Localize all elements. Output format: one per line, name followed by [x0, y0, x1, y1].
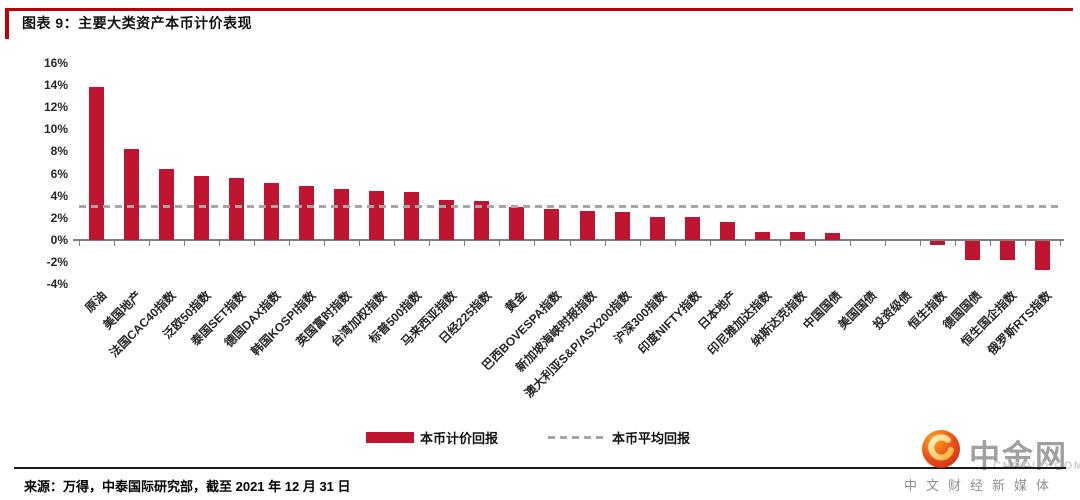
x-axis-tick: [744, 241, 746, 246]
x-axis-tick: [289, 241, 291, 246]
x-axis-tick: [324, 241, 326, 246]
bar: [614, 212, 630, 240]
bar: [789, 232, 805, 240]
legend-bar-label: 本币计价回报: [420, 430, 499, 446]
bar: [999, 241, 1015, 260]
x-axis-tick: [149, 241, 151, 246]
y-axis-tick-label: 2%: [50, 210, 68, 225]
x-axis-tick: [954, 241, 956, 246]
x-axis-tick: [814, 241, 816, 246]
x-axis-tick: [674, 241, 676, 246]
y-axis-tick-label: 0%: [50, 233, 68, 247]
bar: [1034, 241, 1050, 270]
x-axis-line: [73, 239, 1064, 241]
x-axis-tick: [604, 241, 606, 246]
title-top-rule: [5, 8, 1073, 11]
x-axis-tick: [779, 241, 781, 246]
y-axis-tick-label: 6%: [50, 166, 68, 181]
x-axis-category-label: 黄金: [502, 288, 530, 316]
x-axis-tick: [709, 241, 711, 246]
x-axis-tick: [114, 241, 116, 246]
bar: [334, 189, 350, 240]
x-axis-tick: [394, 241, 396, 246]
bar: [649, 216, 665, 240]
y-axis-tick-label: -2%: [46, 255, 68, 270]
title-left-bracket: [5, 8, 9, 39]
chart-title: 图表 9：主要大类资产本币计价表现: [22, 15, 253, 31]
x-axis-category-label: 原油: [81, 288, 109, 316]
x-axis-tick: [884, 241, 886, 246]
legend: 本币计价回报 本币平均回报: [366, 429, 691, 446]
x-axis-tick: [254, 241, 256, 246]
legend-avg-label: 本币平均回报: [612, 430, 691, 446]
x-axis-tick: [989, 241, 991, 246]
footer-divider: [14, 467, 1066, 469]
y-axis-tick-label: -4%: [46, 277, 68, 292]
x-axis-tick: [219, 241, 221, 246]
x-axis-tick: [1060, 241, 1061, 246]
legend-bar-swatch: [366, 431, 414, 443]
bar: [719, 222, 735, 240]
bar: [509, 206, 525, 240]
average-return-line: [79, 205, 1060, 208]
x-axis-tick: [534, 241, 536, 246]
x-axis-tick: [79, 241, 80, 246]
y-axis-tick-label: 16%: [43, 55, 68, 70]
y-axis-tick-label: 4%: [50, 188, 68, 203]
x-axis-tick: [464, 241, 466, 246]
bar: [264, 183, 280, 240]
bar: [544, 208, 560, 240]
y-axis-tick-label: 10%: [43, 122, 68, 137]
bar: [964, 241, 980, 260]
x-axis-tick: [1024, 241, 1026, 246]
x-axis-tick: [359, 241, 361, 246]
x-axis-tick: [499, 241, 501, 246]
bar: [579, 211, 595, 240]
x-axis-tick: [639, 241, 641, 246]
bar: [124, 149, 140, 240]
legend-dash-swatch: [548, 435, 607, 439]
bar: [754, 232, 770, 240]
bar: [404, 192, 420, 240]
y-axis-tick-label: 14%: [43, 77, 68, 92]
bar: [369, 191, 385, 240]
x-axis-tick: [429, 241, 431, 246]
x-axis-tick: [184, 241, 186, 246]
bar: [929, 241, 945, 246]
bar: [159, 169, 175, 240]
source-note: 来源：万得，中泰国际研究部，截至 2021 年 12 月 31 日: [24, 479, 351, 494]
y-axis-tick-label: 8%: [50, 144, 68, 159]
bar: [439, 200, 455, 240]
bar: [474, 201, 490, 240]
bar: [684, 216, 700, 240]
x-axis-tick: [569, 241, 571, 246]
bar: [89, 87, 105, 240]
bar: [299, 185, 315, 240]
bar: [824, 233, 840, 240]
x-axis-tick: [849, 241, 851, 246]
y-axis-tick-label: 12%: [43, 100, 68, 115]
x-axis-tick: [919, 241, 921, 246]
bar: [229, 177, 245, 240]
